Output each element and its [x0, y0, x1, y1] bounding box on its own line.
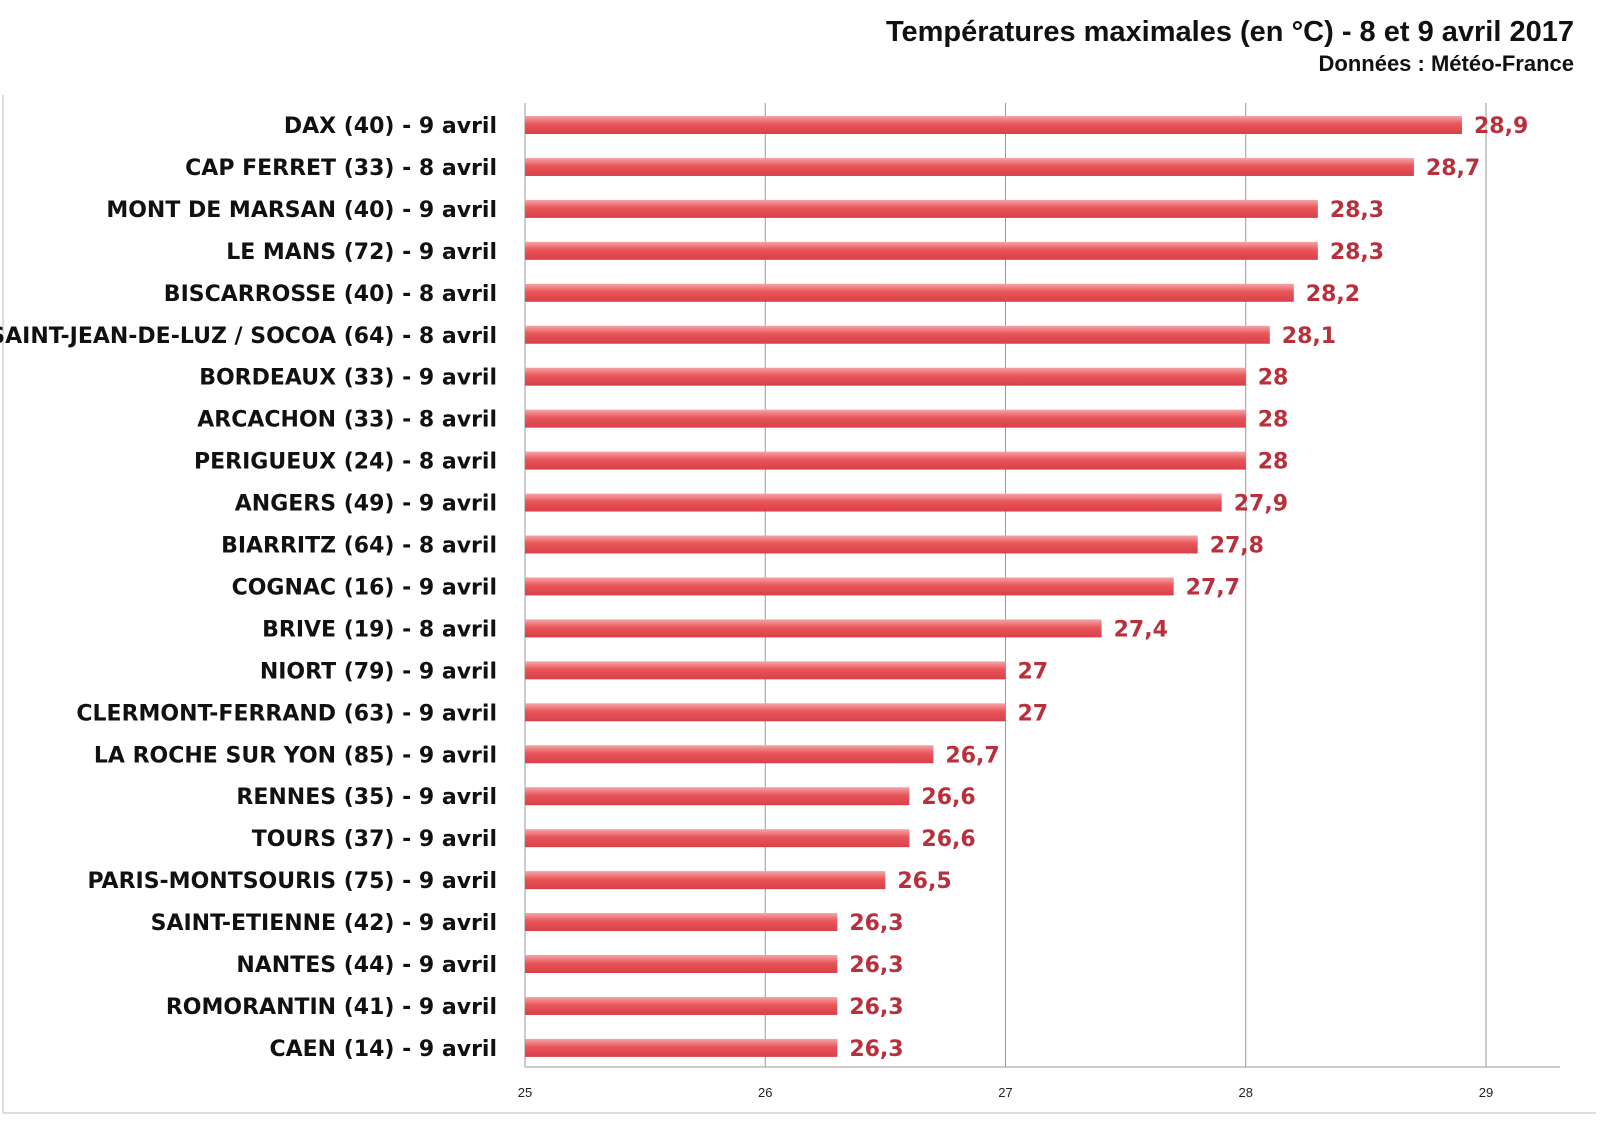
category-label: CAEN (14) - 9 avril	[269, 1037, 497, 1062]
data-label: 28,1	[1282, 324, 1336, 349]
bar	[525, 241, 1318, 260]
bar	[525, 577, 1174, 596]
bar	[525, 535, 1198, 554]
category-label: RENNES (35) - 9 avril	[236, 785, 497, 810]
data-label: 28	[1258, 450, 1289, 475]
data-label: 28	[1258, 408, 1289, 433]
category-label: MONT DE MARSAN (40) - 9 avril	[106, 198, 497, 223]
bar	[525, 116, 1462, 134]
bar	[525, 787, 910, 806]
category-label: CLERMONT-FERRAND (63) - 9 avril	[76, 701, 497, 726]
bar	[525, 619, 1102, 638]
category-label: NANTES (44) - 9 avril	[236, 953, 497, 978]
bar	[525, 409, 1246, 428]
x-tick-label: 26	[758, 1085, 772, 1100]
category-label: SAINT-ETIENNE (42) - 9 avril	[151, 911, 497, 936]
category-label: BORDEAUX (33) - 9 avril	[199, 366, 497, 391]
bar	[525, 829, 910, 848]
chart-title: Températures maximales (en °C) - 8 et 9 …	[885, 16, 1574, 48]
data-label: 28,2	[1306, 282, 1360, 307]
category-label: LA ROCHE SUR YON (85) - 9 avril	[94, 743, 497, 768]
chart-area: 25 26 27 28 29 DAX (40) - 9 avril 28,9 CAP FERR…	[0, 95, 1598, 1135]
data-label: 26,3	[849, 911, 903, 936]
category-label: PARIS-MONTSOURIS (75) - 9 avril	[87, 869, 497, 894]
x-tick-label: 28	[1239, 1085, 1253, 1100]
data-label: 26,6	[921, 785, 975, 810]
data-label: 27,9	[1234, 492, 1288, 517]
data-label: 27	[1018, 701, 1049, 726]
chart-title-block: Températures maximales (en °C) - 8 et 9 …	[886, 14, 1574, 78]
data-label: 27,4	[1114, 617, 1168, 642]
category-label: ANGERS (49) - 9 avril	[235, 492, 497, 517]
bar-chart: 25 26 27 28 29 DAX (40) - 9 avril 28,9 CAP FERR…	[0, 95, 1596, 1114]
data-label: 28,3	[1330, 198, 1384, 223]
bar	[525, 996, 838, 1015]
data-label: 26,7	[945, 743, 999, 768]
data-label: 28,7	[1426, 156, 1480, 181]
category-label: LE MANS (72) - 9 avril	[226, 240, 497, 265]
data-label: 27,8	[1210, 534, 1264, 559]
bar	[525, 955, 838, 973]
category-label: TOURS (37) - 9 avril	[252, 827, 497, 852]
category-label: ROMORANTIN (41) - 9 avril	[166, 995, 497, 1020]
category-label: COGNAC (16) - 9 avril	[232, 575, 497, 600]
category-label: DAX (40) - 9 avril	[284, 114, 497, 139]
x-tick-label: 27	[998, 1085, 1012, 1100]
category-label: PERIGUEUX (24) - 8 avril	[194, 450, 497, 475]
data-label: 26,6	[921, 827, 975, 852]
bar	[525, 451, 1246, 470]
bar	[525, 871, 886, 890]
bar	[525, 1038, 838, 1057]
category-label: BISCARROSSE (40) - 8 avril	[164, 282, 497, 307]
data-label: 27,7	[1186, 575, 1240, 600]
category-label: BIARRITZ (64) - 8 avril	[221, 534, 497, 559]
bar	[525, 199, 1318, 218]
data-label: 28,9	[1474, 114, 1528, 139]
bar	[525, 157, 1414, 176]
data-label: 26,3	[849, 995, 903, 1020]
bar	[525, 661, 1006, 680]
data-label: 28	[1258, 366, 1289, 391]
category-label: CAP FERRET (33) - 8 avril	[185, 156, 497, 181]
bar	[525, 325, 1270, 344]
category-label: BRIVE (19) - 8 avril	[262, 617, 497, 642]
category-label: SAINT-JEAN-DE-LUZ / SOCOA (64) - 8 avril	[0, 324, 497, 349]
category-label: ARCACHON (33) - 8 avril	[197, 408, 497, 433]
data-label: 28,3	[1330, 240, 1384, 265]
bar	[525, 745, 934, 764]
bar	[525, 367, 1246, 386]
data-label: 26,3	[849, 1037, 903, 1062]
category-label: NIORT (79) - 9 avril	[260, 659, 497, 684]
data-label: 26,5	[897, 869, 951, 894]
data-label: 26,3	[849, 953, 903, 978]
bar	[525, 493, 1222, 512]
chart-subtitle: Données : Météo-France	[1318, 51, 1575, 76]
x-tick-label: 25	[518, 1085, 532, 1100]
bar	[525, 703, 1006, 722]
bar	[525, 913, 838, 932]
data-label: 27	[1018, 659, 1049, 684]
bar	[525, 283, 1294, 302]
x-tick-label: 29	[1479, 1085, 1493, 1100]
